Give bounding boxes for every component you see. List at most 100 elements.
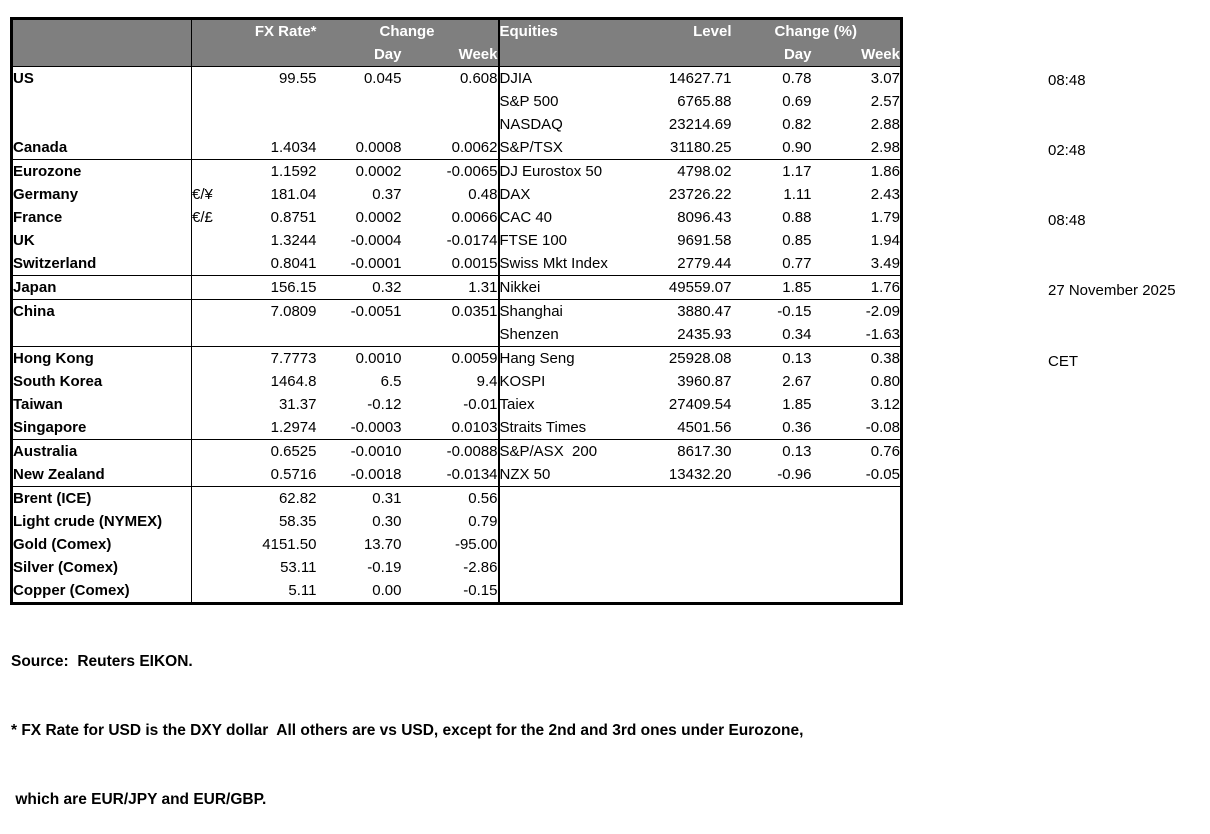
fx-week-change-cell: 9.4: [401, 370, 500, 393]
table-row: S&P 500 6765.88 0.69 2.57: [11, 90, 902, 113]
fx-country-cell: Hong Kong: [11, 346, 192, 370]
fx-pair-symbol-cell: [192, 393, 242, 416]
table-row: Eurozone 1.1592 0.0002 -0.0065 DJ Eurostox 5…: [11, 159, 902, 184]
fx-rate-cell: 0.8041: [241, 252, 317, 276]
fx-subheader-empty: [11, 43, 192, 67]
fx-day-change-cell: 0.045: [363, 70, 402, 87]
equity-index-cell: [499, 487, 644, 511]
fx-rate-cell: 1.1592: [270, 163, 317, 180]
fx-rate-cell: 181.04: [270, 186, 317, 203]
fx-country-cell: South Korea: [11, 370, 192, 393]
equity-level-cell: 25928.08: [668, 350, 732, 367]
date-line: 27 November 2025: [1048, 282, 1176, 300]
equity-index-cell: Nikkei: [498, 275, 644, 300]
fx-week-change-cell: 1.31: [401, 275, 500, 300]
fx-country-cell: Light crude (NYMEX): [11, 510, 192, 533]
fx-rate-cell: [242, 113, 317, 136]
fx-week-change-cell: [401, 323, 500, 347]
fx-pair-symbol-cell: [192, 90, 242, 113]
fx-country-cell: Canada: [11, 136, 192, 160]
equity-week-change-cell: 3.12: [870, 396, 900, 413]
fx-day-change-cell: -0.19: [367, 559, 402, 576]
table-row: Germany €/¥ 181.04 0.37 0.48 DAX 23726.22 1.11 2…: [11, 183, 902, 206]
equity-level-cell: 8096.43: [677, 209, 732, 226]
fx-week-change-cell: -0.0134: [401, 463, 500, 487]
fx-country-cell: Brent (ICE): [11, 486, 192, 510]
fx-country-cell: UK: [11, 229, 192, 252]
equity-level-cell: [644, 579, 732, 604]
equities-week-header: Week: [811, 43, 902, 67]
equity-index-cell: Shanghai: [499, 303, 563, 320]
equity-day-change-cell: [732, 579, 812, 604]
fx-rate-cell: 0.6525: [270, 443, 317, 460]
table-row: China 7.0809 -0.0051 0.0351 Shanghai 3880.47 -…: [11, 299, 902, 323]
equity-index-cell: DJIA: [499, 70, 533, 87]
equity-day-change-cell: [732, 510, 812, 533]
equity-week-change-cell: 3.49: [811, 252, 902, 276]
fx-pair-symbol-cell: [192, 160, 242, 184]
fx-day-change-cell: [316, 323, 402, 347]
table-body: US 99.55 0.045 0.608 DJIA 14627.71 0.78 3.07 S&P…: [11, 66, 902, 604]
timestamp-block: 08:48 02:48 08:48 27 November 2025 CET: [1048, 22, 1176, 397]
fx-pair-symbol-cell: [191, 136, 242, 160]
equity-week-change-cell: [812, 487, 902, 511]
equity-day-change-cell: 1.85: [782, 396, 812, 413]
table-row: UK 1.3244 -0.0004 -0.0174 FTSE 100 9691.58 0.8…: [11, 229, 902, 252]
equity-day-change-cell: -0.96: [731, 463, 812, 487]
fx-week-change-cell: [401, 113, 500, 136]
fx-day-change-cell: 0.30: [372, 513, 402, 530]
fx-pair-symbol-cell: [192, 510, 242, 533]
equity-level-cell: 27409.54: [668, 396, 732, 413]
equity-day-change-cell: 0.36: [731, 416, 812, 440]
equity-level-cell: [644, 533, 732, 556]
fx-pair-symbol-cell: [192, 370, 242, 393]
fx-rate-cell: 0.5716: [241, 463, 317, 487]
equity-week-change-cell: 2.98: [811, 136, 902, 160]
equity-day-change-cell: [732, 556, 812, 579]
fx-rate-cell: 1.4034: [241, 136, 317, 160]
equity-day-change-cell: -0.15: [777, 303, 812, 320]
table-row: South Korea 1464.8 6.5 9.4 KOSPI 3960.87 2.67 0…: [11, 370, 902, 393]
table-row: Brent (ICE) 62.82 0.31 0.56: [11, 486, 902, 511]
table-row: Gold (Comex) 4151.50 13.70 -95.00: [11, 533, 902, 556]
fx-day-change-cell: -0.0018: [316, 463, 402, 487]
equity-day-change-cell: 0.82: [782, 116, 812, 133]
equity-level-cell: 14627.71: [668, 70, 732, 87]
table-row: Light crude (NYMEX) 58.35 0.30 0.79: [11, 510, 902, 533]
table-row: France €/£ 0.8751 0.0002 0.0066 CAC 40 8096.43…: [11, 206, 902, 229]
fx-week-change-cell: 0.0066: [401, 206, 500, 229]
fx-day-header: Day: [316, 43, 402, 67]
equity-index-cell: CAC 40: [499, 209, 553, 226]
equities-day-header: Day: [731, 43, 812, 67]
equity-day-change-cell: 0.85: [782, 232, 812, 249]
equity-week-change-cell: 0.38: [870, 350, 900, 367]
fx-week-header: Week: [401, 43, 500, 67]
equity-week-change-cell: [812, 579, 902, 604]
equity-index-cell: Swiss Mkt Index: [498, 252, 644, 276]
equity-index-cell: [499, 533, 644, 556]
equity-level-cell: 3880.47: [677, 303, 732, 320]
timestamp-line: 08:48: [1048, 212, 1086, 230]
equity-index-cell: DJ Eurostox 50: [499, 163, 603, 180]
fx-day-change-cell: 13.70: [363, 536, 402, 553]
fx-pair-symbol-cell: [191, 416, 242, 440]
fx-rate-cell: 99.55: [278, 70, 317, 87]
fx-rate-cell: 53.11: [280, 559, 317, 576]
fx-country-cell: Gold (Comex): [11, 533, 192, 556]
equity-level-cell: 9691.58: [677, 232, 732, 249]
equity-week-change-cell: 1.86: [870, 163, 900, 180]
equity-level-cell: 8617.30: [677, 443, 732, 460]
fx-day-change-cell: 0.0010: [355, 350, 402, 367]
fx-week-change-cell: 0.0103: [401, 416, 500, 440]
fx-header-sym-empty: [191, 18, 242, 43]
equity-day-change-cell: 0.13: [782, 443, 812, 460]
fx-day-change-cell: 6.5: [380, 373, 402, 390]
fx-week-change-cell: 0.0062: [401, 136, 500, 160]
fx-day-change-cell: [317, 90, 402, 113]
equity-level-cell: 31180.25: [643, 136, 732, 160]
equity-level-cell: 2435.93: [643, 323, 732, 347]
eq-subheader-empty: [498, 43, 644, 67]
fx-pair-symbol-cell: [191, 252, 242, 276]
equity-day-change-cell: 2.67: [782, 373, 812, 390]
table-row: Copper (Comex) 5.11 0.00 -0.15: [11, 579, 902, 604]
